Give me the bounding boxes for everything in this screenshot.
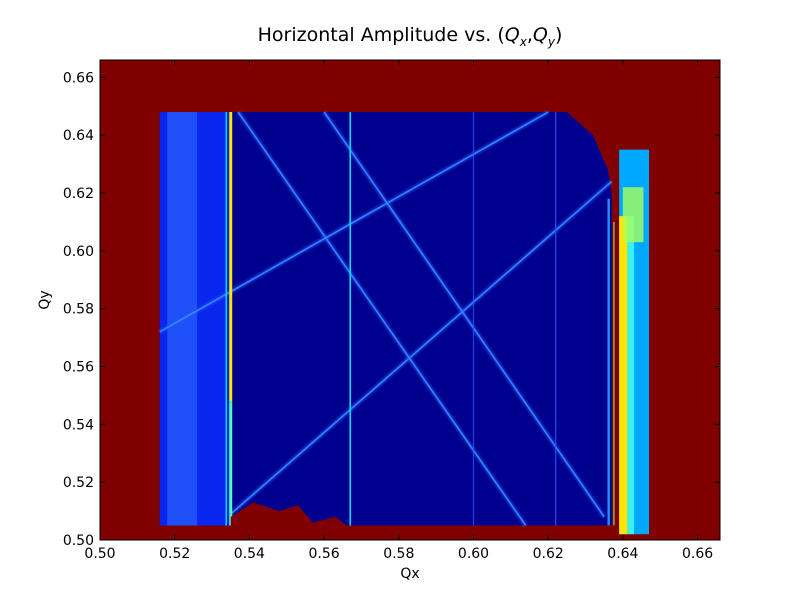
plot-frame [99,59,721,541]
y-tick-label: 0.52 [63,475,94,491]
x-tick-label: 0.58 [383,546,414,562]
y-tick-label: 0.54 [63,417,94,433]
x-tick-label: 0.54 [234,546,265,562]
resonance-line [323,111,605,518]
y-tick-label: 0.58 [63,302,94,318]
chart-title: Horizontal Amplitude vs. (Qx,Qy) [258,24,563,49]
x-tick-label: 0.66 [682,546,713,562]
x-tick-label: 0.56 [309,546,340,562]
x-tick-label: 0.50 [84,546,115,562]
x-tick-label: 0.60 [458,546,489,562]
x-tick-label: 0.52 [159,546,190,562]
x-tick-label: 0.62 [533,546,564,562]
right-band-upper [622,187,644,243]
right-band-hot-edge [619,216,628,535]
y-tick-label: 0.56 [63,360,94,376]
unstable-fringe [230,502,612,540]
title-suffix: ) [555,24,562,46]
stable-region [159,112,612,526]
title-y-symbol: Q [533,24,548,46]
title-y-sub: y [547,35,556,49]
heatmap-plot [100,60,720,540]
axes: 0.50 0.52 0.54 0.56 0.58 0.60 0.62 0.64 0.66 0.50… [63,59,721,562]
resonance-line [159,111,549,333]
y-tick-label: 0.62 [63,186,94,202]
title-prefix: Horizontal Amplitude vs. ( [258,24,505,46]
title-x-sub: x [519,35,528,49]
y-tick-label: 0.64 [63,128,94,144]
title-x-symbol: Q [505,24,520,46]
y-axis-label: Qy [37,290,53,309]
title-separator: , [527,24,533,46]
y-tick-label: 0.66 [63,70,94,86]
resonance-line [237,111,527,526]
x-axis-label: Qx [400,566,419,582]
y-tick-label: 0.60 [63,244,94,260]
right-band-cyan [627,216,635,535]
y-tick-label: 0.50 [63,533,94,549]
x-tick-label: 0.64 [607,546,638,562]
resonance-line [230,180,613,515]
